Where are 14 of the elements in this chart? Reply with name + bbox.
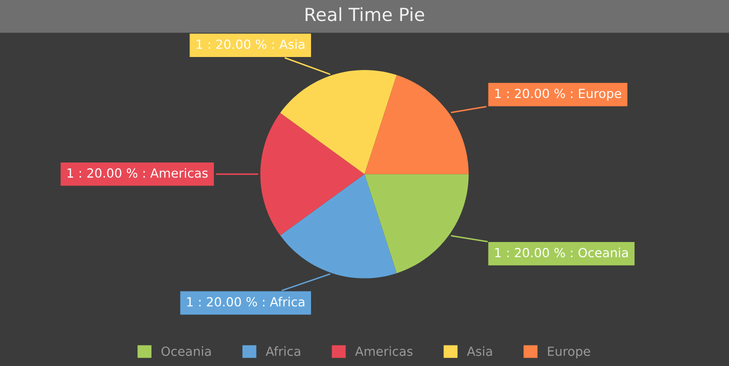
legend-label: Oceania [161,346,211,356]
data-label: 1 : 20.00 % : Oceania [495,248,628,258]
legend-label: Europe [548,346,590,358]
pie-slice [364,75,469,174]
data-label: 1 : 20.00 % : Americas [68,168,208,178]
chart-title: Real Time Pie [306,7,424,22]
pie-slice [260,112,364,236]
data-label: 1 : 20.00 % : Asia [196,39,304,49]
legend-label: Asia [466,346,492,356]
pie-slice [364,174,469,274]
legend-label: Africa [266,346,300,356]
data-label: 1 : 20.00 % : Europe [495,88,622,101]
data-label: 1 : 20.00 % : Africa [187,296,304,307]
legend-label: Americas [355,346,412,356]
